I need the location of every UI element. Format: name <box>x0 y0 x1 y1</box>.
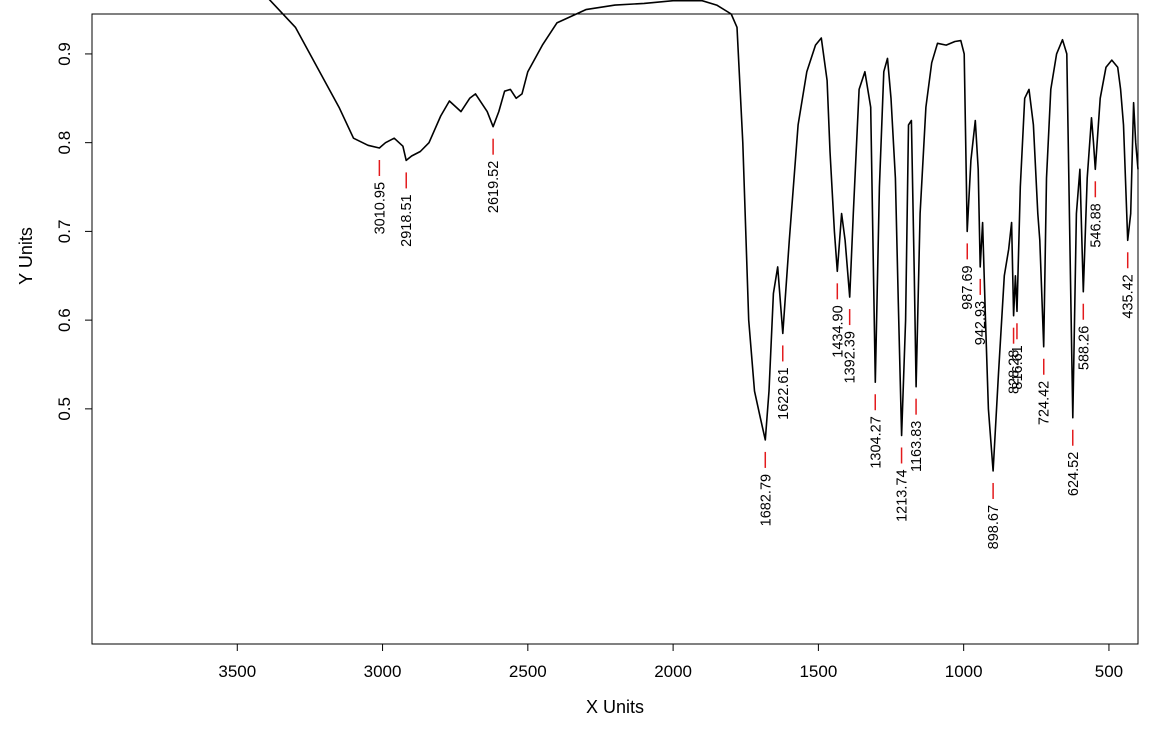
peak-label: 2619.52 <box>486 161 502 213</box>
peak-label: 435.42 <box>1121 274 1137 318</box>
peak-label: 1213.74 <box>895 469 911 521</box>
peak-label: 2918.51 <box>399 194 415 246</box>
y-axis-title: Y Units <box>16 227 36 285</box>
x-tick-label: 500 <box>1095 662 1123 681</box>
x-tick-label: 3000 <box>364 662 402 681</box>
y-tick-label: 0.9 <box>55 42 74 66</box>
peak-label: 1163.83 <box>909 421 925 472</box>
peak-label: 987.69 <box>960 265 976 309</box>
x-tick-label: 1500 <box>799 662 837 681</box>
peak-label: 1434.90 <box>830 305 846 357</box>
peak-label: 624.52 <box>1066 452 1082 496</box>
y-tick-label: 0.7 <box>55 220 74 244</box>
peak-label: 3010.95 <box>372 182 388 234</box>
x-tick-label: 1000 <box>945 662 983 681</box>
peak-label: 1392.39 <box>843 331 859 383</box>
plot-area: 3010.95 2918.51 2619.52 1682.79 1622.61 1434.… <box>268 0 1139 549</box>
y-tick-label: 0.5 <box>55 397 74 421</box>
y-tick-label: 0.6 <box>55 308 74 332</box>
peak-label: 546.88 <box>1088 203 1104 247</box>
y-tick-label: 0.8 <box>55 131 74 155</box>
peak-label: 828.28 <box>1007 350 1023 394</box>
peak-label: 588.26 <box>1076 326 1092 370</box>
peak-label: 1622.61 <box>776 367 792 419</box>
plot-frame <box>91 13 1139 645</box>
peak-label: 942.93 <box>973 301 989 345</box>
x-tick-label: 3500 <box>218 662 256 681</box>
x-axis-title: X Units <box>586 697 644 717</box>
peak-label: 816.61 <box>1010 345 1026 389</box>
peak-label: 898.67 <box>986 505 1002 549</box>
spectrum-line <box>268 0 1139 472</box>
peak-label: 1304.27 <box>868 416 884 468</box>
x-tick-label: 2500 <box>509 662 547 681</box>
x-tick-label: 2000 <box>654 662 692 681</box>
peak-label: 1682.79 <box>758 474 774 526</box>
peak-label: 724.42 <box>1037 381 1053 425</box>
